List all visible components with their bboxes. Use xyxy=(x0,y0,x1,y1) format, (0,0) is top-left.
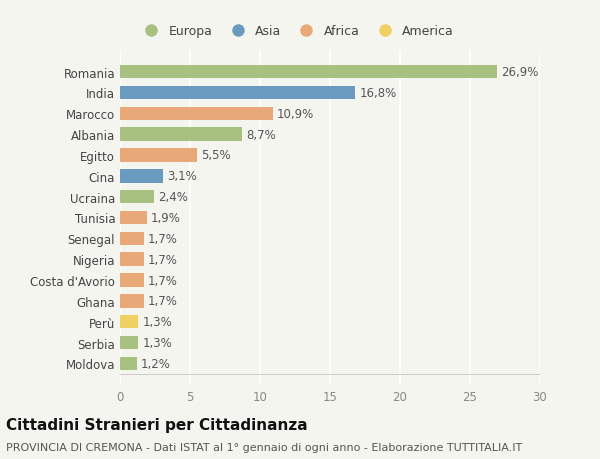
Text: 3,1%: 3,1% xyxy=(167,170,197,183)
Text: 8,7%: 8,7% xyxy=(246,129,276,141)
Bar xyxy=(120,294,144,308)
Legend: Europa, Asia, Africa, America: Europa, Asia, Africa, America xyxy=(134,20,459,43)
Bar xyxy=(120,86,355,100)
Bar xyxy=(120,357,137,370)
Bar xyxy=(120,274,144,287)
Text: 16,8%: 16,8% xyxy=(359,87,397,100)
Bar xyxy=(120,66,497,79)
Text: 1,9%: 1,9% xyxy=(151,212,181,224)
Text: 10,9%: 10,9% xyxy=(277,107,314,121)
Bar xyxy=(120,107,272,121)
Bar xyxy=(120,232,144,246)
Text: PROVINCIA DI CREMONA - Dati ISTAT al 1° gennaio di ogni anno - Elaborazione TUTT: PROVINCIA DI CREMONA - Dati ISTAT al 1° … xyxy=(6,442,522,452)
Text: 1,3%: 1,3% xyxy=(142,315,172,329)
Bar xyxy=(120,253,144,266)
Bar xyxy=(120,128,242,142)
Text: 1,7%: 1,7% xyxy=(148,274,178,287)
Bar xyxy=(120,149,197,162)
Bar xyxy=(120,170,163,183)
Bar xyxy=(120,190,154,204)
Bar xyxy=(120,211,146,225)
Text: 5,5%: 5,5% xyxy=(201,149,231,162)
Text: 1,7%: 1,7% xyxy=(148,295,178,308)
Text: 1,3%: 1,3% xyxy=(142,336,172,349)
Text: 1,7%: 1,7% xyxy=(148,253,178,266)
Text: 26,9%: 26,9% xyxy=(501,66,538,79)
Text: 1,7%: 1,7% xyxy=(148,232,178,245)
Text: Cittadini Stranieri per Cittadinanza: Cittadini Stranieri per Cittadinanza xyxy=(6,417,308,432)
Bar xyxy=(120,336,138,350)
Text: 1,2%: 1,2% xyxy=(141,357,171,370)
Text: 2,4%: 2,4% xyxy=(158,191,188,204)
Bar xyxy=(120,315,138,329)
